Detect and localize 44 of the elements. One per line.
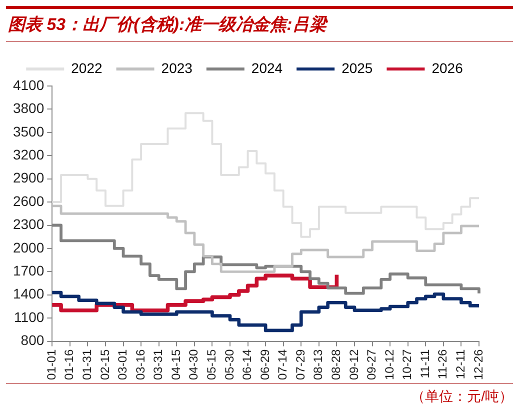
- x-tick-label: 04-15: [168, 348, 183, 380]
- x-tick-label: 10-27: [400, 348, 414, 380]
- x-tick-label: 01-01: [44, 348, 58, 380]
- legend-label: 2026: [432, 60, 464, 76]
- x-tick-label: 10-12: [382, 348, 396, 380]
- y-tick-label: 3800: [12, 100, 44, 116]
- x-tick-label: 09-27: [364, 348, 379, 380]
- y-tick-label: 3200: [12, 146, 44, 162]
- legend-label: 2025: [342, 60, 373, 76]
- legend-label: 2023: [161, 60, 193, 76]
- x-tick-label: 05-15: [204, 348, 219, 380]
- y-tick-label: 3500: [12, 123, 44, 140]
- x-tick-label: 01-31: [80, 348, 94, 380]
- text: （单位：元/吨）: [6, 383, 513, 406]
- x-tick-label: 12-26: [471, 348, 486, 380]
- x-tick-label: 02-15: [98, 348, 112, 380]
- x-tick-label: 11-11: [418, 348, 432, 378]
- y-tick-label: 1100: [14, 308, 44, 325]
- x-tick-label: 04-30: [186, 348, 201, 380]
- y-tick-label: 1700: [12, 262, 44, 279]
- chart-title: 图表 53：出厂价(含税):准一级冶金焦:吕梁: [6, 6, 513, 42]
- x-tick-label: 06-29: [258, 348, 272, 380]
- x-tick-label: 07-14: [276, 348, 290, 380]
- x-tick-label: 08-28: [329, 348, 344, 380]
- legend-label: 2024: [251, 60, 283, 76]
- x-tick-label: 06-14: [240, 348, 254, 380]
- x-tick-label: 03-31: [151, 348, 166, 380]
- x-tick-label: 05-30: [222, 348, 236, 380]
- x-tick-label: 09-12: [346, 348, 361, 380]
- x-tick-label: 07-29: [293, 348, 308, 380]
- y-tick-label: 2300: [12, 216, 44, 232]
- y-tick-label: 800: [20, 332, 44, 348]
- x-tick-label: 12-11: [454, 348, 468, 380]
- x-tick-label: 03-01: [116, 348, 130, 380]
- y-tick-label: 2900: [12, 170, 44, 186]
- x-tick-label: 03-16: [133, 348, 148, 380]
- y-tick-label: 4100: [12, 76, 44, 93]
- x-tick-label: 01-16: [62, 348, 76, 380]
- y-tick-label: 2600: [12, 192, 44, 209]
- y-tick-label: 1400: [12, 286, 44, 302]
- x-tick-label: 11-26: [436, 348, 450, 380]
- y-tick-label: 2000: [12, 239, 44, 256]
- legend-label: 2022: [71, 60, 102, 76]
- x-tick-label: 08-13: [311, 348, 326, 380]
